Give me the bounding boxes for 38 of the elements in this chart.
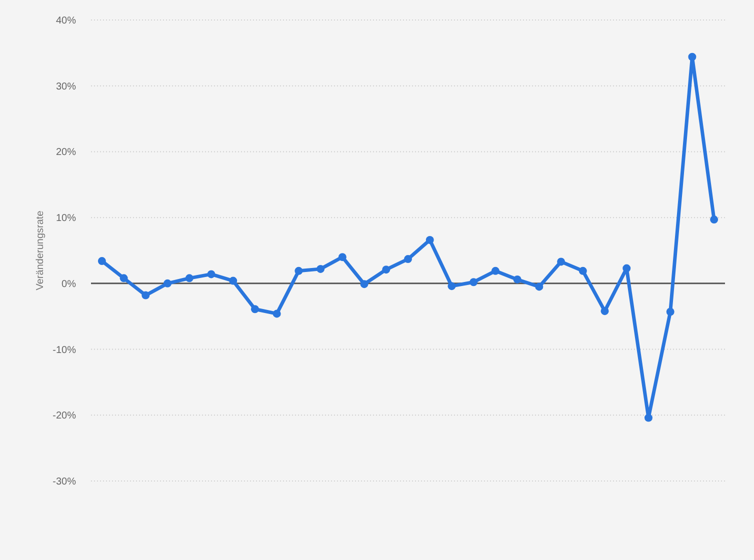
y-tick-label: 0% [62, 278, 76, 290]
point [98, 257, 106, 266]
point [666, 308, 674, 316]
point [164, 279, 172, 288]
point [294, 266, 303, 275]
point [557, 258, 566, 266]
point [316, 264, 325, 273]
point [535, 282, 544, 291]
point [382, 266, 390, 274]
point [250, 305, 259, 314]
y-tick-label: 20% [56, 147, 76, 158]
y-tick-label: 40% [56, 16, 76, 26]
point [185, 274, 194, 282]
point [229, 276, 238, 285]
point [207, 270, 216, 278]
point [644, 414, 652, 422]
point [142, 291, 150, 300]
point [360, 280, 368, 288]
point [622, 264, 631, 272]
point [120, 274, 128, 282]
point [426, 236, 434, 244]
y-tick-label: 30% [56, 81, 76, 92]
y-tick-label: -20% [52, 410, 76, 422]
point [513, 275, 522, 284]
point [491, 266, 500, 275]
point [338, 253, 346, 262]
point [600, 307, 609, 316]
point [404, 255, 412, 264]
point [578, 266, 587, 275]
y-tick-label: 10% [56, 213, 76, 224]
point [710, 216, 718, 224]
y-tick-label: -10% [52, 344, 76, 356]
point [272, 310, 281, 318]
point [470, 278, 478, 286]
point [448, 282, 456, 290]
point [688, 52, 696, 61]
y-axis-title: Veränderungsrate [35, 210, 46, 290]
y-tick-label: -30% [52, 476, 76, 488]
